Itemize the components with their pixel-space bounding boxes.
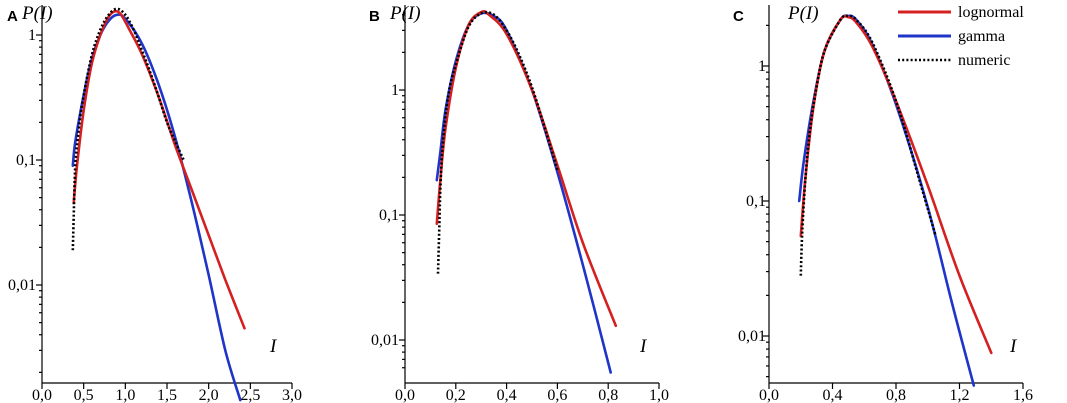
- series-numeric-line: [799, 14, 937, 276]
- x-axis-label: I: [269, 336, 278, 357]
- y-tick-label: 1: [758, 58, 766, 75]
- x-tick-label: 0,5: [74, 387, 94, 403]
- legend-gamma-label: gamma: [958, 28, 1005, 45]
- legend-lognormal-label: lognormal: [958, 4, 1024, 21]
- x-tick-label: 2,5: [240, 387, 260, 403]
- x-axis-label: I: [1009, 336, 1018, 357]
- series-gamma-line: [797, 14, 976, 387]
- y-tick-label: 1: [28, 27, 36, 44]
- legend-numeric-label: numeric: [958, 52, 1010, 69]
- x-tick-label: 3,0: [282, 387, 302, 403]
- x-tick-label: 1,0: [649, 387, 669, 403]
- y-axis-label: P(I): [389, 3, 421, 24]
- series-lognormal-line: [435, 9, 618, 328]
- panel-label: B: [369, 8, 380, 25]
- panel-label: A: [7, 8, 18, 25]
- y-tick-label: 0,01: [738, 328, 766, 345]
- panel-label: C: [733, 8, 744, 25]
- chart-panel-c: 0,0 0,4 0,8 1,2 1,6 1 0,1 0,01 C P(I) I: [733, 3, 1033, 403]
- x-tick-label: 1,2: [950, 387, 970, 403]
- x-tick-label: 0,8: [886, 387, 906, 403]
- y-tick-label: 1: [391, 82, 399, 99]
- x-axis-label: I: [639, 336, 648, 357]
- x-tick-label: 1,5: [157, 387, 177, 403]
- y-tick-label: 0,01: [371, 332, 399, 349]
- x-tick-label: 0,6: [547, 387, 567, 403]
- x-tick-label: 0,4: [823, 387, 843, 403]
- x-tick-label: 0,0: [32, 387, 52, 403]
- y-tick-label: 0,01: [8, 277, 36, 294]
- y-tick-label: 0,1: [746, 193, 766, 210]
- y-tick-label: 0,1: [16, 152, 36, 169]
- x-tick-label: 2,0: [199, 387, 219, 403]
- y-axis-label: P(I): [787, 3, 819, 24]
- series-numeric-line: [436, 10, 559, 274]
- x-tick-label: 0,0: [759, 387, 779, 403]
- x-tick-label: 0,0: [395, 387, 415, 403]
- chart-panel-a: 0,0 0,5 1,0 1,5 2,0 2,5 3,0 1 0,1 0,01 A P(I) I: [7, 3, 302, 403]
- chart-panel-b: 0,0 0,2 0,4 0,6 0,8 1,0 1 0,1 0,01 B P(I) I: [369, 3, 669, 403]
- x-tick-label: 1,6: [1013, 387, 1033, 403]
- series-gamma-line: [71, 13, 242, 402]
- series-lognormal-line: [72, 9, 246, 330]
- legend: lognormal gamma numeric: [898, 4, 1024, 69]
- x-tick-label: 0,4: [497, 387, 517, 403]
- y-tick-label: 0,1: [379, 207, 399, 224]
- y-axis-label: P(I): [21, 3, 53, 24]
- x-tick-label: 0,8: [598, 387, 618, 403]
- x-tick-label: 1,0: [115, 387, 135, 403]
- series-numeric-line: [71, 7, 185, 251]
- x-tick-label: 0,2: [446, 387, 466, 403]
